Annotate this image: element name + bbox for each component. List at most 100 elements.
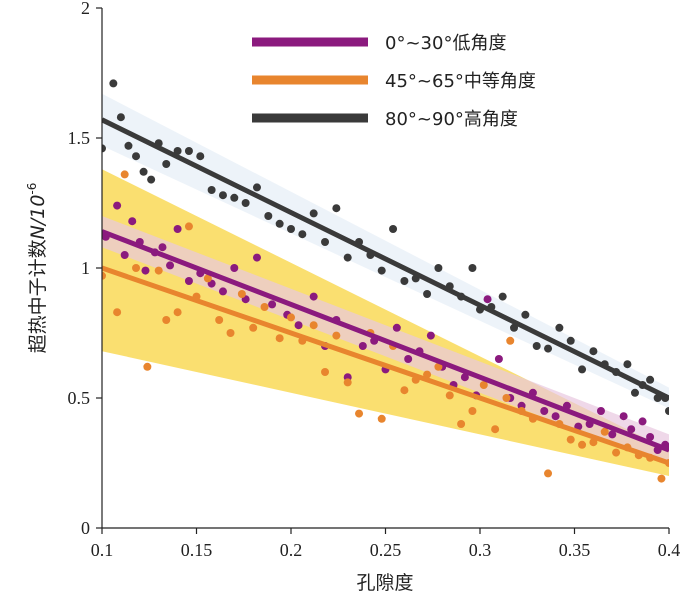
data-point [638, 417, 647, 426]
y-axis-label: 超热中子计数N/10-6 [25, 183, 49, 354]
data-point [154, 266, 163, 275]
data-point [120, 170, 129, 179]
y-axis-label-unit: N/10 [27, 195, 49, 240]
data-point [358, 342, 367, 350]
data-point [434, 362, 443, 371]
data-point [249, 323, 258, 332]
data-point [139, 167, 148, 176]
data-point [434, 264, 443, 272]
data-point [596, 407, 605, 415]
data-point [502, 394, 511, 402]
data-point [389, 225, 398, 233]
data-point [343, 378, 352, 387]
data-point [657, 474, 666, 483]
data-point [426, 331, 435, 340]
data-point [196, 152, 205, 161]
data-point [252, 253, 261, 262]
data-point [321, 238, 330, 246]
x-tick-label: 0.35 [559, 540, 591, 560]
data-point [252, 183, 261, 192]
data-point [173, 147, 182, 155]
data-point [400, 386, 409, 395]
data-point [158, 243, 167, 252]
legend-label: 80°~90°高角度 [385, 109, 518, 130]
data-point [627, 425, 636, 434]
data-point [287, 313, 295, 322]
data-point [608, 430, 617, 439]
data-point [321, 368, 330, 376]
data-point [102, 144, 106, 153]
data-point [162, 160, 171, 168]
data-point [468, 264, 477, 272]
data-point [532, 342, 541, 350]
data-point [578, 365, 587, 374]
axes: 0.1 0.15 0.2 0.25 0.3 0.35 0.4 0 0.5 1 1.5 2 [68, 0, 681, 560]
axis-titles: 孔隙度 超热中子计数N/10-6 [25, 183, 414, 594]
fit-line [102, 229, 669, 453]
data-point [630, 388, 639, 397]
data-point [124, 141, 133, 150]
data-point [646, 375, 655, 384]
data-point [184, 277, 193, 285]
data-point [298, 230, 307, 239]
data-point [521, 310, 530, 319]
data-point [230, 193, 239, 202]
data-point [309, 209, 318, 218]
data-point [566, 435, 575, 444]
data-point [294, 321, 303, 330]
data-point [491, 425, 500, 434]
data-point [226, 329, 235, 337]
legend-label: 0°~30°低角度 [385, 33, 506, 54]
data-point [128, 217, 137, 226]
data-point [132, 152, 141, 161]
data-point [423, 290, 432, 298]
x-tick-label: 0.1 [91, 540, 114, 560]
data-point [215, 316, 224, 324]
x-tick-label: 0.25 [370, 540, 402, 560]
data-point [275, 219, 284, 228]
data-point [612, 448, 621, 457]
data-point [544, 469, 553, 478]
y-tick-label: 0.5 [68, 388, 91, 408]
x-tick-label: 0.2 [280, 540, 303, 560]
data-point [287, 225, 295, 233]
data-point [268, 300, 277, 309]
data-point [468, 407, 477, 415]
y-axis-label-main: 超热中子计数 [27, 239, 49, 353]
data-point [113, 308, 122, 317]
data-point [309, 321, 318, 330]
data-point [309, 292, 318, 301]
data-point [207, 186, 216, 194]
data-point [494, 355, 503, 363]
data-point [544, 344, 553, 353]
data-point [404, 355, 413, 363]
x-tick-label: 0.15 [181, 540, 213, 560]
data-point [184, 222, 193, 231]
data-point [498, 292, 507, 301]
data-point [332, 331, 341, 340]
scatter-points [102, 79, 669, 483]
fit-line [102, 117, 669, 401]
data-point [120, 251, 129, 259]
data-point [218, 287, 227, 296]
y-tick-label: 0 [81, 518, 90, 538]
data-point [332, 204, 341, 213]
data-point [392, 323, 401, 332]
data-point [623, 360, 632, 369]
y-tick-label: 2 [81, 0, 90, 18]
data-point [203, 274, 212, 283]
data-point [600, 427, 609, 436]
data-point [343, 253, 352, 262]
data-point [147, 175, 156, 184]
data-point [551, 412, 560, 421]
data-point [377, 266, 386, 275]
data-point [173, 225, 182, 233]
data-point [109, 79, 118, 88]
data-point [241, 199, 250, 207]
data-point [457, 420, 466, 428]
data-point [143, 362, 152, 371]
data-point [275, 334, 284, 343]
data-point [506, 336, 515, 345]
data-point [141, 266, 150, 275]
